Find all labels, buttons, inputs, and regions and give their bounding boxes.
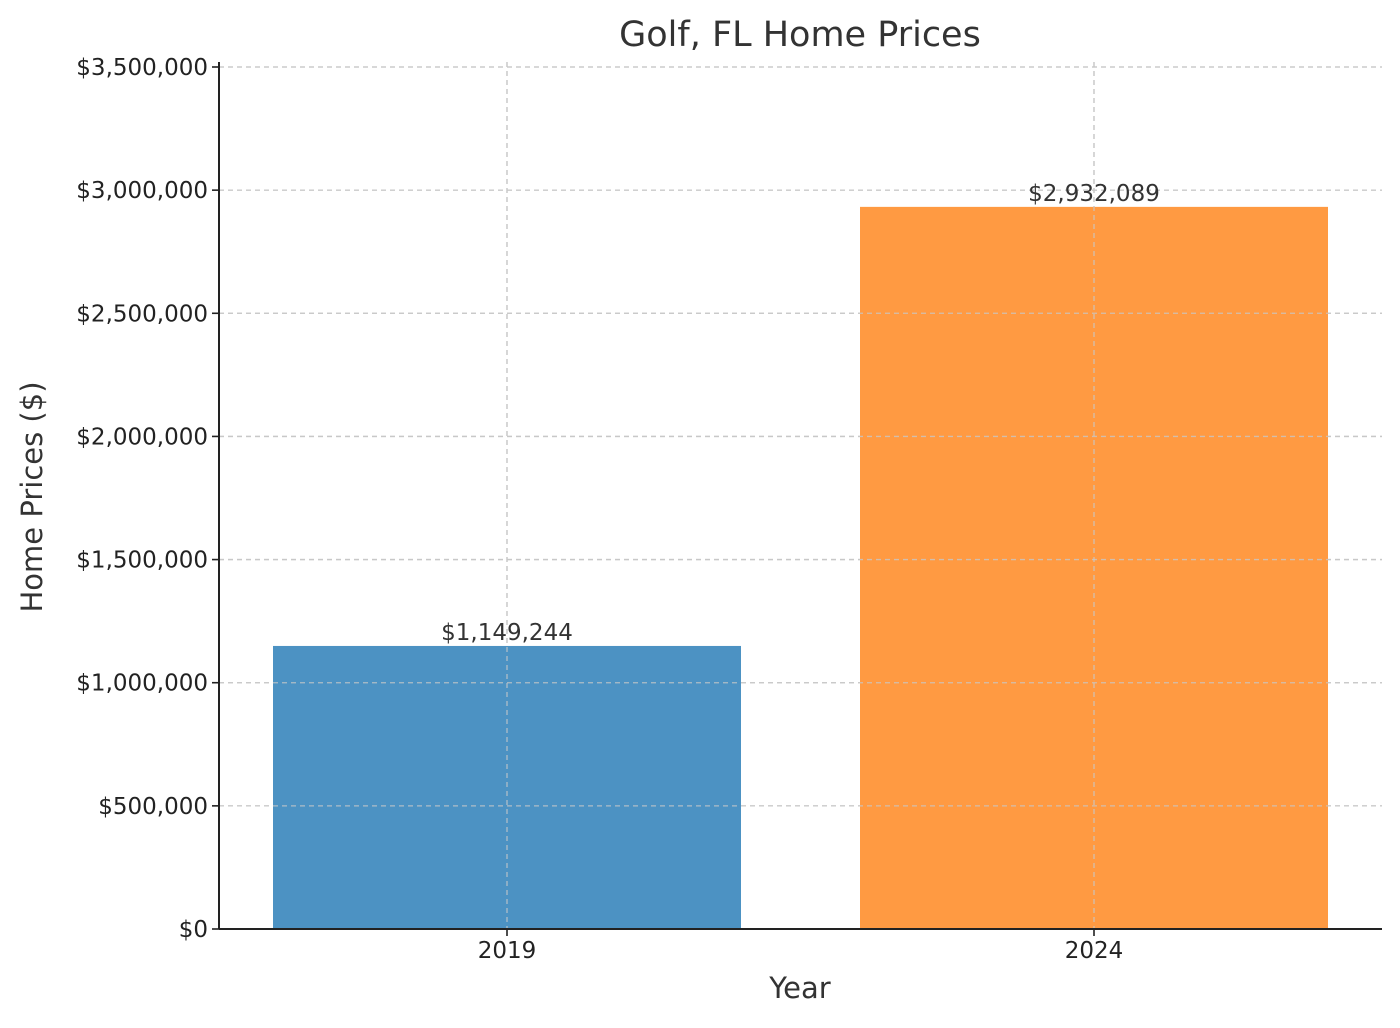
- chart-title: Golf, FL Home Prices: [619, 15, 981, 55]
- y-tick-label: $500,000: [98, 794, 208, 820]
- y-tick-label: $3,500,000: [76, 55, 208, 81]
- y-tick-label: $0: [179, 917, 208, 943]
- x-tick-label: 2024: [1065, 938, 1124, 964]
- tick-labels: $0 $500,000 $1,000,000 $1,500,000 $2,000,000…: [76, 55, 1123, 964]
- x-axis-label: Year: [768, 971, 830, 1005]
- bar-value-label: $1,149,244: [441, 620, 573, 646]
- axes: [212, 62, 1382, 936]
- bar-2019: [273, 645, 741, 929]
- y-tick-label: $2,500,000: [76, 301, 208, 327]
- bars: [219, 62, 1382, 930]
- y-tick-label: $1,500,000: [76, 548, 208, 574]
- bar-value-label: $2,932,089: [1028, 181, 1160, 207]
- x-tick-label: 2019: [478, 938, 537, 964]
- y-tick-label: $3,000,000: [76, 178, 208, 204]
- data-labels: $1,149,244 $2,932,089: [441, 181, 1160, 646]
- y-tick-label: $1,000,000: [76, 671, 208, 697]
- y-tick-label: $2,000,000: [76, 424, 208, 450]
- y-axis-label: Home Prices ($): [15, 381, 49, 612]
